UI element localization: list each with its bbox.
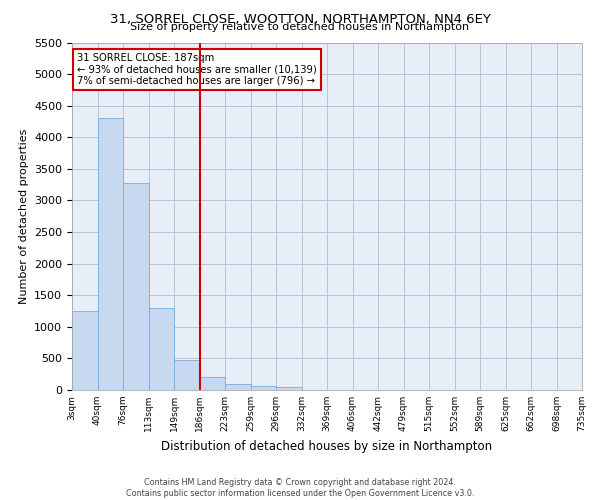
Bar xyxy=(72,311,97,390)
Bar xyxy=(251,386,276,390)
Text: 31 SORREL CLOSE: 187sqm
← 93% of detached houses are smaller (10,139)
7% of semi: 31 SORREL CLOSE: 187sqm ← 93% of detache… xyxy=(77,53,317,86)
Bar xyxy=(97,118,123,390)
Bar xyxy=(199,378,225,390)
Text: 31, SORREL CLOSE, WOOTTON, NORTHAMPTON, NN4 6EY: 31, SORREL CLOSE, WOOTTON, NORTHAMPTON, … xyxy=(110,12,490,26)
Bar xyxy=(276,387,302,390)
Bar xyxy=(225,384,251,390)
Bar xyxy=(149,308,174,390)
Text: Size of property relative to detached houses in Northampton: Size of property relative to detached ho… xyxy=(130,22,470,32)
Text: Contains HM Land Registry data © Crown copyright and database right 2024.
Contai: Contains HM Land Registry data © Crown c… xyxy=(126,478,474,498)
Y-axis label: Number of detached properties: Number of detached properties xyxy=(19,128,29,304)
Bar xyxy=(123,183,149,390)
X-axis label: Distribution of detached houses by size in Northampton: Distribution of detached houses by size … xyxy=(161,440,493,452)
Bar xyxy=(174,360,199,390)
